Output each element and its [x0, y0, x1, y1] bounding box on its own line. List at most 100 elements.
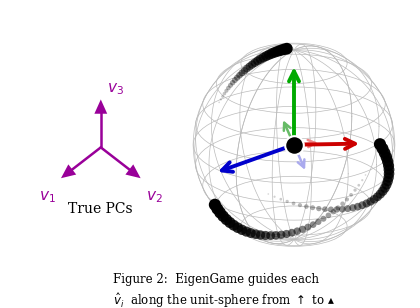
Point: [362, 172, 369, 177]
Text: $v_3$: $v_3$: [107, 81, 124, 96]
Point: [315, 206, 322, 211]
Point: [274, 49, 281, 54]
Point: [249, 62, 255, 67]
Point: [385, 163, 392, 168]
Point: [252, 232, 259, 237]
Point: [374, 194, 381, 199]
Point: [218, 97, 224, 102]
Point: [221, 91, 228, 96]
Point: [225, 86, 232, 91]
Point: [352, 188, 358, 192]
Point: [227, 83, 234, 88]
Point: [244, 66, 250, 71]
Text: $\hat{v}_i$  along the unit-sphere from $\uparrow$ to $\blacktriangle$: $\hat{v}_i$ along the unit-sphere from $…: [113, 291, 336, 308]
Point: [385, 175, 392, 180]
Polygon shape: [96, 103, 105, 112]
Point: [355, 183, 362, 188]
Point: [273, 233, 279, 238]
Point: [304, 225, 311, 229]
Point: [239, 71, 245, 75]
Point: [234, 225, 241, 230]
Point: [359, 178, 366, 183]
Point: [339, 201, 346, 206]
Point: [278, 48, 284, 53]
Point: [320, 216, 327, 221]
Point: [223, 88, 230, 93]
Point: [278, 197, 284, 202]
Point: [383, 155, 390, 160]
Point: [339, 207, 346, 212]
Point: [262, 233, 269, 238]
Point: [257, 57, 264, 62]
Point: [377, 192, 384, 197]
Point: [383, 182, 390, 187]
Point: [234, 75, 241, 80]
Point: [236, 73, 243, 78]
Point: [386, 167, 392, 172]
Point: [325, 213, 332, 218]
Point: [381, 185, 388, 190]
Point: [386, 171, 392, 176]
Text: True PCs: True PCs: [68, 202, 133, 216]
Point: [359, 203, 366, 208]
Point: [230, 223, 237, 228]
Point: [217, 210, 223, 215]
Point: [229, 80, 236, 85]
Point: [371, 197, 378, 202]
Point: [265, 192, 272, 197]
Point: [231, 78, 238, 83]
Point: [291, 142, 297, 147]
Polygon shape: [63, 167, 74, 176]
Point: [315, 219, 322, 224]
Text: $v_2$: $v_2$: [146, 190, 163, 205]
Point: [265, 52, 272, 57]
Point: [257, 233, 264, 237]
Point: [363, 201, 370, 206]
Point: [283, 232, 290, 237]
Point: [377, 142, 383, 147]
Text: $v_1$: $v_1$: [39, 190, 55, 205]
Point: [284, 199, 291, 204]
Point: [268, 51, 275, 56]
Point: [247, 231, 254, 236]
Point: [246, 64, 253, 69]
Point: [303, 204, 310, 209]
Point: [310, 222, 317, 227]
Point: [344, 197, 350, 202]
Point: [263, 54, 270, 59]
Point: [354, 204, 361, 209]
Point: [239, 227, 245, 232]
Text: Figure 2:  EigenGame guides each: Figure 2: EigenGame guides each: [113, 273, 319, 286]
Point: [328, 207, 334, 212]
Point: [226, 220, 233, 225]
Point: [220, 214, 226, 219]
Point: [252, 60, 258, 65]
Point: [260, 55, 267, 60]
Point: [299, 227, 306, 232]
Point: [271, 194, 278, 199]
Point: [344, 206, 351, 211]
Point: [254, 59, 261, 63]
Point: [278, 233, 284, 237]
Point: [289, 230, 295, 235]
Polygon shape: [128, 167, 138, 176]
Point: [333, 207, 340, 212]
Point: [381, 150, 388, 155]
Point: [309, 205, 316, 210]
Point: [322, 207, 328, 212]
Point: [241, 68, 248, 73]
Point: [348, 192, 354, 197]
Point: [271, 50, 278, 55]
Point: [281, 47, 287, 52]
Point: [223, 217, 230, 222]
Point: [214, 206, 220, 211]
Point: [284, 46, 290, 51]
Point: [219, 94, 226, 99]
Point: [243, 229, 249, 234]
Point: [294, 229, 301, 234]
Point: [379, 146, 386, 151]
Point: [384, 159, 391, 164]
Point: [384, 179, 391, 184]
Point: [367, 199, 374, 204]
Point: [290, 201, 297, 206]
